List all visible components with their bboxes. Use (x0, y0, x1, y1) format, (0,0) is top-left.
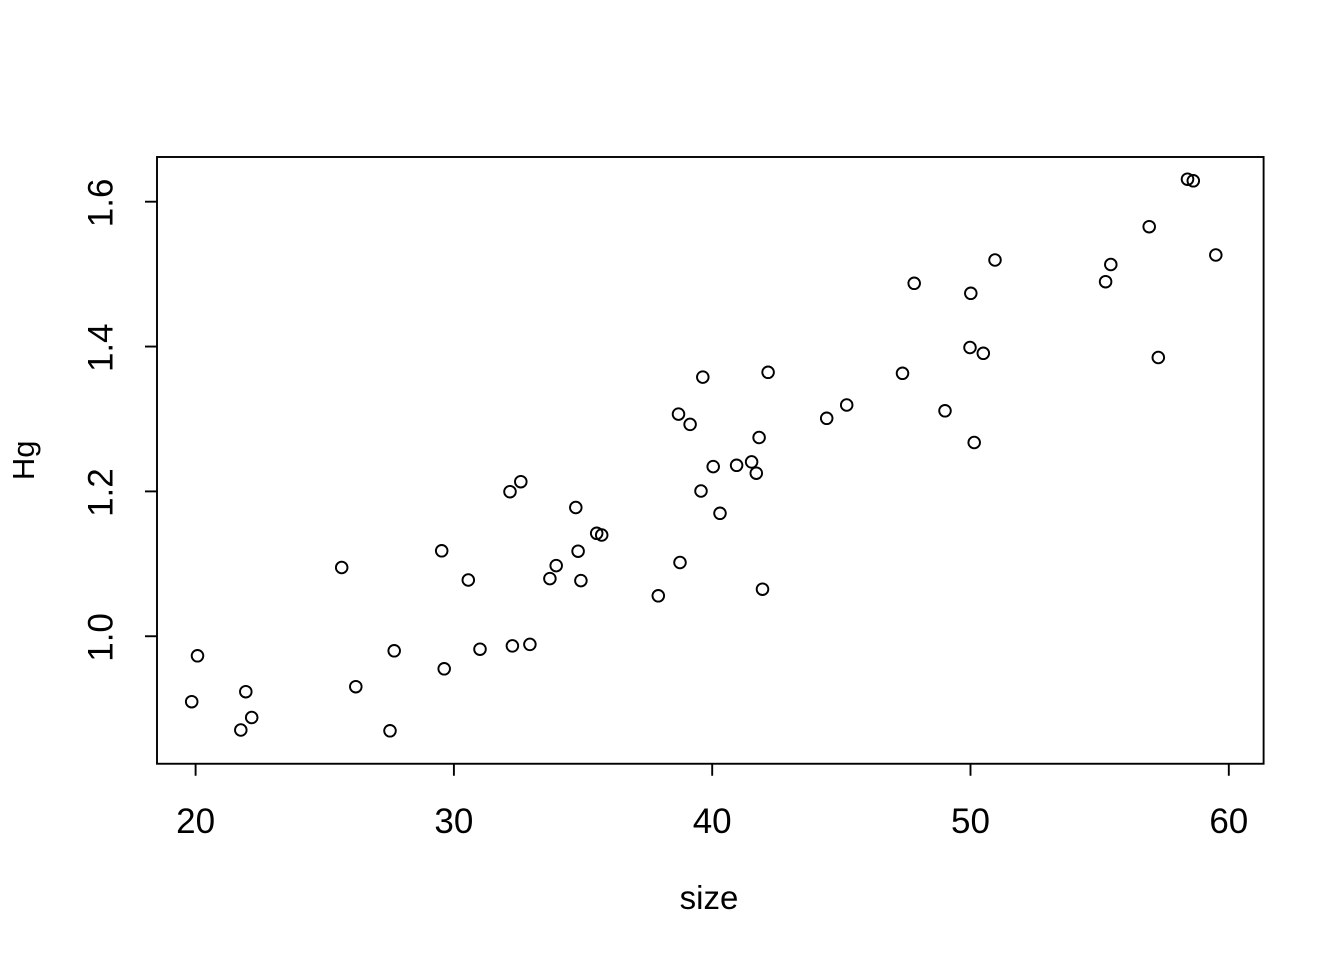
svg-text:1.2: 1.2 (81, 468, 120, 517)
svg-text:size: size (680, 879, 739, 916)
svg-text:1.4: 1.4 (81, 323, 120, 372)
svg-text:Hg: Hg (6, 440, 41, 480)
svg-text:1.6: 1.6 (81, 179, 120, 228)
svg-text:30: 30 (434, 802, 473, 841)
svg-text:50: 50 (951, 802, 990, 841)
svg-text:1.0: 1.0 (81, 613, 120, 662)
svg-text:60: 60 (1209, 802, 1248, 841)
svg-text:20: 20 (176, 802, 215, 841)
svg-text:40: 40 (693, 802, 732, 841)
